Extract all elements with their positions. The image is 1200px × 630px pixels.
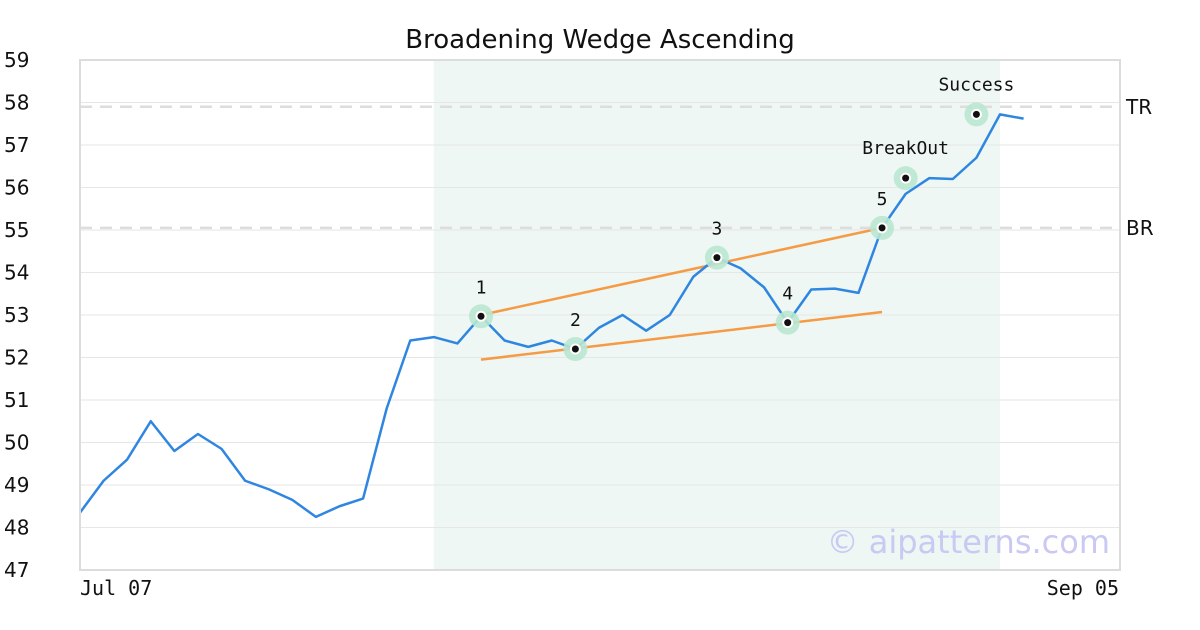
y-tick-label: 52 — [4, 346, 29, 370]
lower-trendline — [480, 310, 883, 361]
annotation-label-success: Success — [938, 74, 1014, 95]
watermark: © aipatterns.com — [827, 523, 1110, 561]
y-tick-label: 49 — [4, 473, 29, 497]
y-axis-ticks: 47 48 49 50 51 52 53 54 55 56 57 58 59 — [4, 48, 29, 582]
annotation-label-2: 2 — [570, 310, 581, 331]
y-tick-label: 54 — [4, 261, 29, 285]
plot-frame — [79, 59, 1121, 571]
y-tick-label: 59 — [4, 48, 29, 72]
annotation-label-3: 3 — [712, 219, 723, 240]
x-tick-label-start: Jul 07 — [80, 576, 152, 600]
reference-label-br: BR — [1126, 216, 1154, 240]
chart-title: Broadening Wedge Ascending — [405, 25, 795, 55]
price-series-line — [80, 113, 1024, 519]
annotation-label-1: 1 — [476, 277, 487, 298]
y-tick-label: 53 — [4, 303, 29, 327]
marker-dot-4 — [784, 319, 792, 327]
x-tick-label-end: Sep 05 — [1047, 576, 1119, 600]
y-tick-label: 51 — [4, 388, 29, 412]
marker-dot-2 — [571, 345, 579, 353]
reference-label-tr: TR — [1125, 95, 1152, 119]
y-tick-label: 57 — [4, 133, 29, 157]
y-tick-label: 48 — [4, 516, 29, 540]
marker-dot-5 — [878, 224, 886, 232]
marker-dot-success — [972, 110, 980, 118]
marker-dot-breakout — [902, 174, 910, 182]
y-tick-label: 58 — [4, 91, 29, 115]
upper-trendline — [480, 226, 883, 317]
annotation-label-4: 4 — [782, 284, 793, 305]
y-tick-label: 56 — [4, 176, 29, 200]
annotation-label-breakout: BreakOut — [862, 138, 949, 159]
marker-dot-3 — [713, 254, 721, 262]
y-tick-label: 55 — [4, 218, 29, 242]
y-tick-label: 50 — [4, 431, 29, 455]
marker-dot-1 — [477, 312, 485, 320]
y-tick-label: 47 — [4, 558, 29, 582]
annotation-label-5: 5 — [877, 189, 888, 210]
